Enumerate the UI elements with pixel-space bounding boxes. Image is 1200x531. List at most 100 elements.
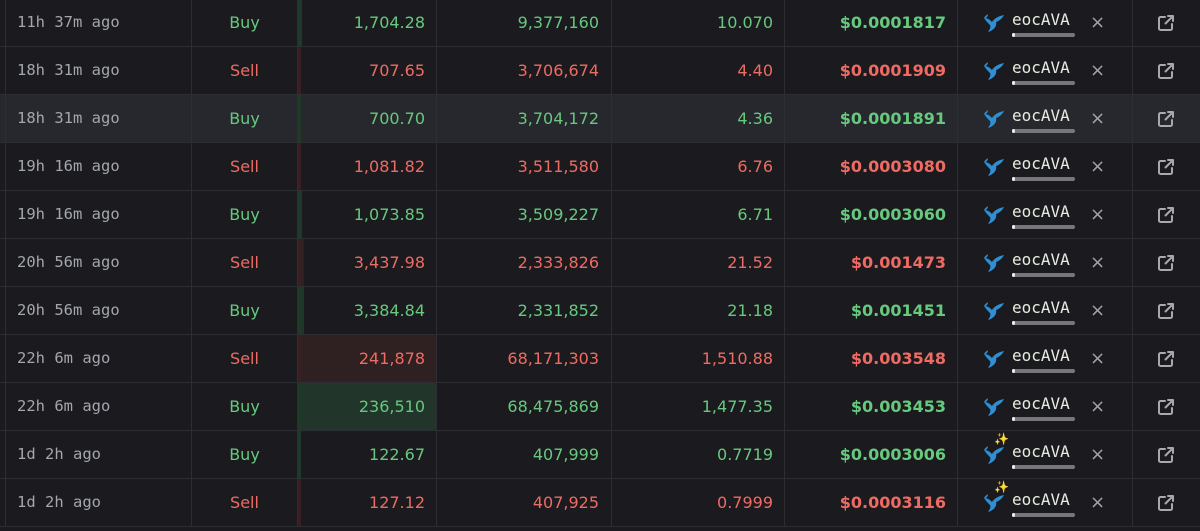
trade-row[interactable]: 19h 16m ago Sell 1,081.82 3,511,580 6.76 $0.0… xyxy=(0,143,1200,191)
trade-usd-cell: 127.12 xyxy=(298,479,437,526)
trade-usd: 122.67 xyxy=(369,445,425,464)
trade-row[interactable]: 22h 6m ago Buy 236,510 68,475,869 1,477.35 $0… xyxy=(0,383,1200,431)
trade-usd-cell: 1,704.28 xyxy=(298,0,437,46)
trade-price: $0.0001817 xyxy=(785,0,958,46)
maker-address[interactable]: eocAVA xyxy=(1012,394,1070,413)
maker-holding-fill xyxy=(1012,129,1016,133)
external-link-icon[interactable] xyxy=(1157,446,1175,464)
external-link-icon[interactable] xyxy=(1157,110,1175,128)
external-link-icon[interactable] xyxy=(1157,302,1175,320)
maker-address[interactable]: eocAVA xyxy=(1012,442,1070,461)
external-link-icon[interactable] xyxy=(1157,14,1175,32)
maker-address[interactable]: eocAVA xyxy=(1012,250,1070,269)
maker-address[interactable]: eocAVA xyxy=(1012,202,1070,221)
trade-token-amount: 3,706,674 xyxy=(437,47,612,94)
trade-row[interactable]: 18h 31m ago Buy 700.70 3,704,172 4.36 $0.0001… xyxy=(0,95,1200,143)
remove-filter-icon[interactable]: × xyxy=(1090,348,1106,369)
maker-holding-fill xyxy=(1012,33,1016,37)
trade-row[interactable]: 11h 37m ago Buy 1,704.28 9,377,160 10.070 $0.… xyxy=(0,0,1200,47)
maker-holding-bar xyxy=(1012,417,1075,421)
trade-type: Buy xyxy=(192,191,298,238)
trade-price: $0.0001891 xyxy=(785,95,958,142)
remove-filter-icon[interactable]: × xyxy=(1090,492,1106,513)
remove-filter-icon[interactable]: × xyxy=(1090,252,1106,273)
trade-link-cell xyxy=(1133,383,1200,430)
maker-holding-bar xyxy=(1012,465,1075,469)
trade-usd: 127.12 xyxy=(369,493,425,512)
remove-filter-icon[interactable]: × xyxy=(1090,444,1106,465)
trade-time: 20h 56m ago xyxy=(5,239,192,286)
remove-filter-icon[interactable]: × xyxy=(1090,300,1106,321)
trade-maker-cell: eocAVA × xyxy=(958,47,1133,94)
trade-row[interactable]: 22h 6m ago Sell 241,878 68,171,303 1,510.88 $… xyxy=(0,335,1200,383)
usd-volume-bar xyxy=(298,95,304,142)
trade-maker-cell: eocAVA × xyxy=(958,95,1133,142)
trade-row[interactable]: 18h 31m ago Sell 707.65 3,706,674 4.40 $0.000… xyxy=(0,47,1200,95)
trade-row[interactable]: 19h 16m ago Buy 1,073.85 3,509,227 6.71 $0.00… xyxy=(0,191,1200,239)
maker-holding-fill xyxy=(1012,225,1016,229)
maker-address[interactable]: eocAVA xyxy=(1012,346,1070,365)
remove-filter-icon[interactable]: × xyxy=(1090,396,1106,417)
trade-usd: 236,510 xyxy=(358,397,425,416)
trade-maker-cell: eocAVA × xyxy=(958,191,1133,238)
usd-volume-bar xyxy=(298,479,304,526)
trade-token-amount: 68,475,869 xyxy=(437,383,612,430)
remove-filter-icon[interactable]: × xyxy=(1090,60,1106,81)
maker-holding-bar xyxy=(1012,369,1075,373)
trade-usd: 700.70 xyxy=(369,109,425,128)
trade-token-amount: 68,171,303 xyxy=(437,335,612,382)
trade-price: $0.0003060 xyxy=(785,191,958,238)
usd-volume-bar xyxy=(298,143,304,190)
remove-filter-icon[interactable]: × xyxy=(1090,204,1106,225)
trade-link-cell xyxy=(1133,47,1200,94)
external-link-icon[interactable] xyxy=(1157,398,1175,416)
external-link-icon[interactable] xyxy=(1157,158,1175,176)
remove-filter-icon[interactable]: × xyxy=(1090,108,1106,129)
external-link-icon[interactable] xyxy=(1157,62,1175,80)
maker-address[interactable]: eocAVA xyxy=(1012,298,1070,317)
external-link-icon[interactable] xyxy=(1157,206,1175,224)
trade-time: 22h 6m ago xyxy=(5,335,192,382)
trade-ava-amount: 1,510.88 xyxy=(612,335,785,382)
trade-token-amount: 3,509,227 xyxy=(437,191,612,238)
remove-filter-icon[interactable]: × xyxy=(1090,156,1106,177)
trade-row[interactable]: 1d 2h ago Buy 122.67 407,999 0.7719 $0.000300… xyxy=(0,431,1200,479)
trade-usd-cell: 236,510 xyxy=(298,383,437,430)
trade-time: 1d 2h ago xyxy=(5,431,192,478)
trade-token-amount: 3,511,580 xyxy=(437,143,612,190)
maker-address[interactable]: eocAVA xyxy=(1012,10,1070,29)
maker-address[interactable]: eocAVA xyxy=(1012,154,1070,173)
trade-usd: 241,878 xyxy=(358,349,425,368)
maker-address[interactable]: eocAVA xyxy=(1012,58,1070,77)
trade-token-amount: 2,333,826 xyxy=(437,239,612,286)
external-link-icon[interactable] xyxy=(1157,350,1175,368)
trade-link-cell xyxy=(1133,0,1200,46)
trade-usd-cell: 1,081.82 xyxy=(298,143,437,190)
trade-time: 11h 37m ago xyxy=(5,0,192,46)
usd-volume-bar xyxy=(298,431,304,478)
trade-ava-amount: 4.40 xyxy=(612,47,785,94)
remove-filter-icon[interactable]: × xyxy=(1090,12,1106,33)
maker-address[interactable]: eocAVA xyxy=(1012,490,1070,509)
trade-maker-cell: eocAVA × xyxy=(958,0,1133,46)
maker-holding-bar xyxy=(1012,225,1075,229)
trade-link-cell xyxy=(1133,191,1200,238)
whale-icon xyxy=(984,350,1004,368)
trade-ava-amount: 10.070 xyxy=(612,0,785,46)
trade-row[interactable]: 20h 56m ago Buy 3,384.84 2,331,852 21.18 $0.0… xyxy=(0,287,1200,335)
trade-row[interactable]: 20h 56m ago Sell 3,437.98 2,333,826 21.52 $0.… xyxy=(0,239,1200,287)
maker-holding-fill xyxy=(1012,513,1016,517)
external-link-icon[interactable] xyxy=(1157,494,1175,512)
trade-usd-cell: 122.67 xyxy=(298,431,437,478)
whale-icon xyxy=(984,14,1004,32)
trade-token-amount: 407,925 xyxy=(437,479,612,526)
trade-row[interactable]: 1d 2h ago Sell 127.12 407,925 0.7999 $0.00031… xyxy=(0,479,1200,527)
trade-price: $0.003453 xyxy=(785,383,958,430)
trade-maker-cell: ✨ eocAVA × xyxy=(958,431,1133,478)
sparkle-icon: ✨ xyxy=(994,432,1009,446)
maker-address[interactable]: eocAVA xyxy=(1012,106,1070,125)
maker-holding-bar xyxy=(1012,273,1075,277)
trade-usd-cell: 1,073.85 xyxy=(298,191,437,238)
external-link-icon[interactable] xyxy=(1157,254,1175,272)
